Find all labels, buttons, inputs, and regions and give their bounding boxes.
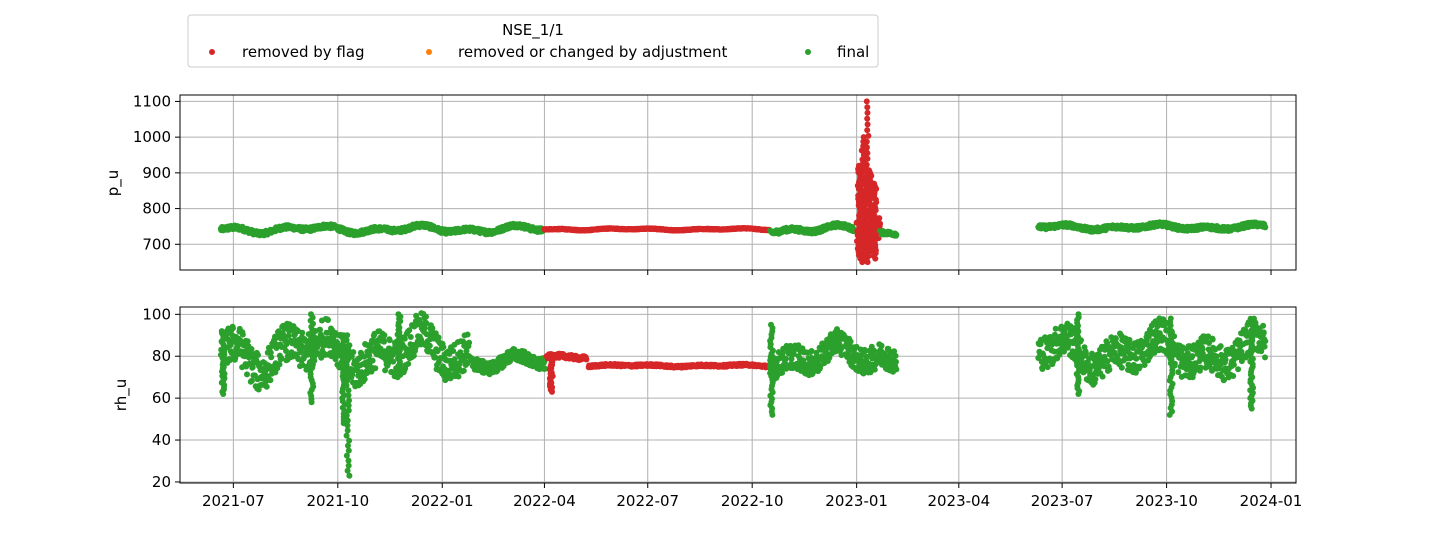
legend-marker-final: [805, 49, 811, 55]
data-point-final: [405, 361, 411, 367]
data-point-final: [390, 359, 396, 365]
data-point-removed-by-flag: [864, 98, 870, 104]
data-point-final: [893, 353, 899, 359]
data-point-final: [249, 378, 255, 384]
data-point-removed-by-flag: [867, 170, 873, 176]
data-point-final: [240, 332, 246, 338]
data-point-final: [1231, 362, 1237, 368]
yticks-p-u: 700 800 900 1000 1100: [133, 92, 180, 253]
data-point-final: [872, 367, 878, 373]
data-point-final: [277, 361, 283, 367]
data-point-removed-by-flag: [864, 116, 870, 122]
data-point-removed-by-flag: [865, 259, 871, 265]
data-point-final: [244, 371, 250, 377]
data-point-final: [1218, 343, 1224, 349]
data-point-final: [893, 366, 899, 372]
legend-marker-removed-or-changed: [426, 49, 432, 55]
data-point-final: [436, 334, 442, 340]
data-point-final: [1106, 367, 1112, 373]
data-point-final: [267, 377, 273, 383]
data-point-removed-by-flag: [865, 156, 871, 162]
data-point-final: [423, 314, 429, 320]
data-point-final: [299, 330, 305, 336]
data-point-final: [427, 343, 433, 349]
axes-frame-p-u: [180, 95, 1296, 270]
data-point-final: [871, 348, 877, 354]
data-point-final: [1189, 353, 1195, 359]
data-point-final: [893, 232, 899, 238]
data-point-final: [381, 332, 387, 338]
data-point-final: [1133, 356, 1139, 362]
data-point-final: [783, 356, 789, 362]
points-p-u: [218, 98, 1268, 265]
data-point-final: [408, 334, 414, 340]
data-point-removed-by-flag: [877, 221, 883, 227]
y-tick-label: 800: [142, 200, 171, 218]
data-point-final: [466, 340, 472, 346]
data-point-final: [325, 317, 331, 323]
data-point-removed-by-flag: [864, 104, 870, 110]
data-point-final: [848, 339, 854, 345]
data-point-final: [1235, 366, 1241, 372]
legend-label-removed-or-changed: removed or changed by adjustment: [458, 43, 727, 61]
points-rh-u: [218, 310, 1268, 479]
data-point-final: [1210, 337, 1216, 343]
data-point-final: [370, 358, 376, 364]
data-point-final: [230, 325, 236, 331]
data-point-final: [429, 325, 435, 331]
data-point-removed-by-flag: [864, 150, 870, 156]
legend: NSE_1/1 removed by flag removed or chang…: [188, 15, 878, 67]
legend-label-removed-by-flag: removed by flag: [242, 43, 365, 61]
y-tick-label: 1100: [133, 92, 171, 110]
data-point-final: [362, 376, 368, 382]
legend-label-final: final: [837, 43, 869, 61]
xticks-p-u: [233, 270, 1271, 275]
data-point-removed-by-flag: [865, 121, 871, 127]
data-point-final: [387, 337, 393, 343]
data-point-final: [255, 352, 261, 358]
data-point-final: [381, 339, 387, 345]
data-point-final: [1100, 374, 1106, 380]
data-point-final: [268, 354, 274, 360]
data-point-final: [264, 384, 270, 390]
data-point-final: [372, 365, 378, 371]
data-point-final: [465, 332, 471, 338]
data-point-removed-by-flag: [865, 110, 871, 116]
data-point-final: [249, 346, 255, 352]
data-point-final: [1092, 376, 1098, 382]
data-point-removed-by-flag: [871, 181, 877, 187]
data-point-final: [1119, 365, 1125, 371]
ylabel-p-u: p_u: [104, 170, 123, 197]
data-point-final: [893, 359, 899, 365]
legend-title: NSE_1/1: [502, 21, 564, 40]
grid-p-u: [180, 95, 1296, 270]
data-point-final: [879, 343, 885, 349]
data-point-final: [245, 338, 251, 344]
y-tick-label: 700: [142, 235, 171, 253]
data-point-final: [450, 348, 456, 354]
data-point-removed-by-flag: [864, 144, 870, 150]
data-point-removed-by-flag: [864, 162, 870, 168]
data-point-removed-by-flag: [583, 357, 589, 363]
data-point-final: [440, 344, 446, 350]
legend-marker-removed-by-flag: [209, 49, 215, 55]
data-point-final: [456, 374, 462, 380]
y-tick-label: 900: [142, 164, 171, 182]
data-point-final: [461, 368, 467, 374]
data-point-removed-by-flag: [864, 139, 870, 145]
panel-p-u: 700 800 900 1000 1100 p_u: [104, 92, 1296, 275]
data-point-final: [1127, 337, 1133, 343]
y-tick-label: 1000: [133, 128, 171, 146]
data-point-removed-by-flag: [864, 127, 870, 133]
data-point-removed-by-flag: [865, 133, 871, 139]
data-point-final: [1230, 373, 1236, 379]
data-point-final: [1262, 224, 1268, 230]
